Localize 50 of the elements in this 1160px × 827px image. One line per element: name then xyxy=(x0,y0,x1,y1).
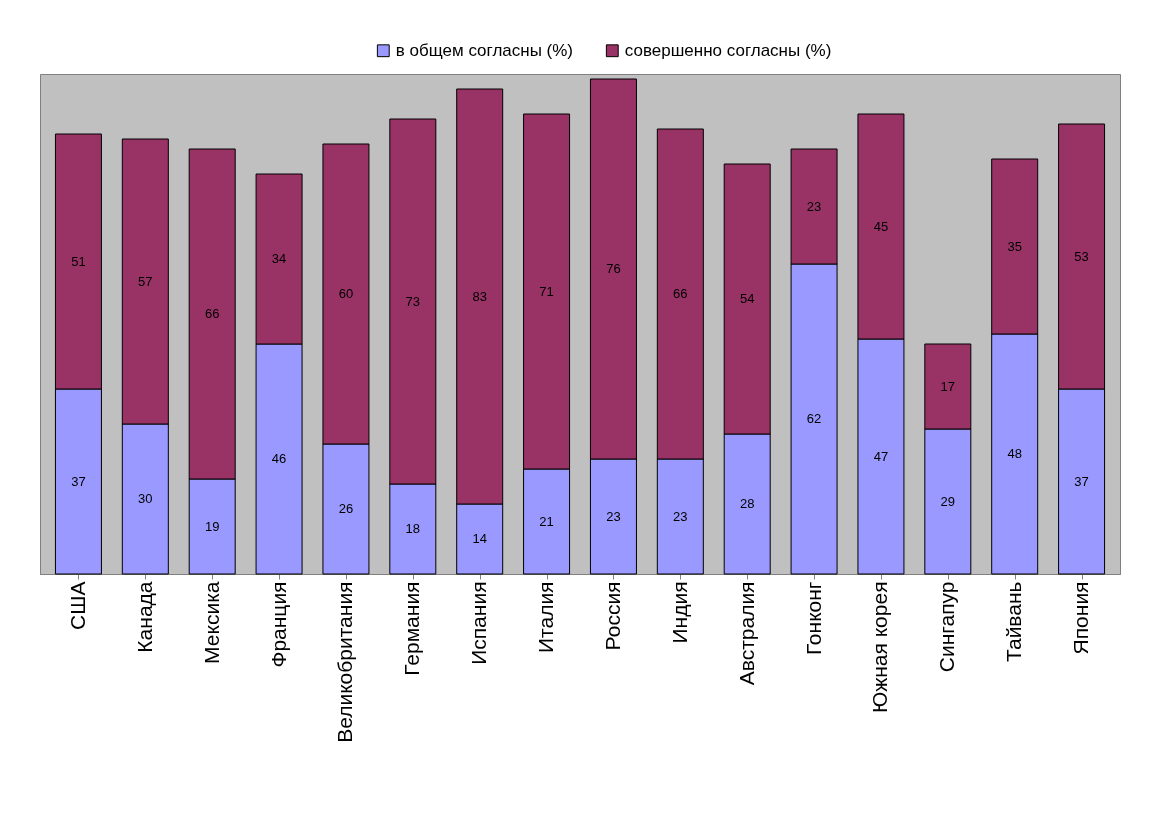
data-label: 62 xyxy=(806,411,822,426)
data-label: 57 xyxy=(138,273,153,289)
x-tick-label: Италия xyxy=(534,581,558,654)
x-tick-label: Тайвань xyxy=(1002,581,1026,662)
x-tick-label: Сингапур xyxy=(935,581,959,673)
data-label: 37 xyxy=(71,473,86,489)
x-tick-label: Япония xyxy=(1069,581,1093,655)
x-tick-label: Испания xyxy=(467,581,491,665)
data-label: 48 xyxy=(1007,446,1022,461)
data-label: 53 xyxy=(1074,248,1089,264)
data-label: 66 xyxy=(204,306,220,321)
data-label: 73 xyxy=(405,293,421,309)
data-label: 54 xyxy=(739,291,755,306)
data-label: 83 xyxy=(472,288,487,304)
legend-label: совершенно согласны (%) xyxy=(624,40,832,60)
x-tick-label: Германия xyxy=(400,581,424,676)
data-label: 29 xyxy=(940,493,956,509)
x-tick-label: Франция xyxy=(266,581,290,668)
data-label: 37 xyxy=(1074,473,1089,489)
legend-label: в общем согласны (%) xyxy=(395,40,574,60)
data-label: 21 xyxy=(539,513,554,529)
x-tick-label: Великобритания xyxy=(333,581,357,743)
data-label: 76 xyxy=(606,261,621,276)
data-label: 23 xyxy=(606,508,621,524)
x-tick-label: Мексика xyxy=(199,581,223,664)
data-label: 30 xyxy=(138,491,153,506)
data-label: 45 xyxy=(873,218,889,234)
x-tick-label: Индия xyxy=(667,581,691,644)
data-label: 23 xyxy=(806,198,822,214)
x-tick-label: Канада xyxy=(132,581,156,653)
data-label: 66 xyxy=(673,286,688,301)
x-tick-label: Южная корея xyxy=(868,581,892,714)
data-label: 23 xyxy=(673,508,688,524)
x-tick-label: Россия xyxy=(600,581,624,651)
data-label: 47 xyxy=(873,448,889,464)
data-label: 35 xyxy=(1007,238,1022,254)
data-label: 60 xyxy=(338,286,354,301)
data-label: 17 xyxy=(940,378,956,394)
x-tick-label: США xyxy=(65,581,89,630)
data-label: 18 xyxy=(405,521,421,536)
data-label: 26 xyxy=(338,501,354,516)
data-label: 51 xyxy=(71,253,86,269)
data-label: 46 xyxy=(271,451,287,466)
x-tick-label: Австралия xyxy=(734,581,758,686)
data-label: 71 xyxy=(539,283,554,299)
x-tick-label: Гонконг xyxy=(801,581,825,656)
data-label: 14 xyxy=(472,531,487,546)
data-label: 28 xyxy=(739,496,755,511)
data-label: 34 xyxy=(271,251,287,266)
data-label: 19 xyxy=(204,518,220,534)
